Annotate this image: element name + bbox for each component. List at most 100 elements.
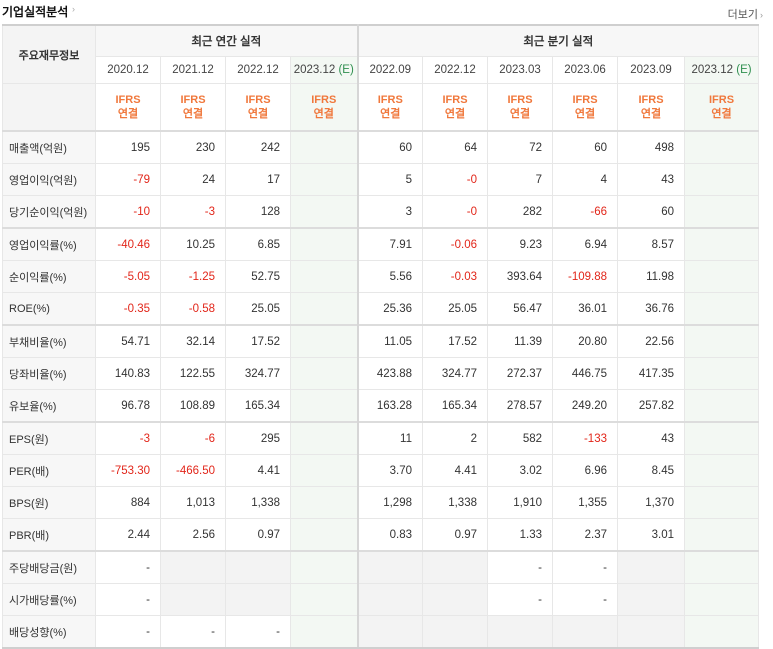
value-cell: 282 — [487, 195, 553, 229]
value-cell — [225, 550, 291, 584]
more-link-label[interactable]: 더보기 — [727, 9, 758, 21]
consolidated-label: 연결 — [509, 108, 531, 120]
period-date: 2023.09 — [630, 64, 672, 76]
ifrs-badge: IFRS 연결 — [356, 83, 423, 132]
value-cell: 295 — [225, 421, 291, 455]
row-label: 시가배당률(%) — [2, 583, 96, 616]
value-cell — [290, 389, 358, 423]
value-cell — [160, 583, 226, 616]
value-cell: 60 — [552, 130, 618, 164]
value-cell: -109.88 — [552, 260, 618, 293]
value-cell — [290, 292, 358, 326]
more-link[interactable]: 더보기 › — [728, 6, 763, 22]
value-cell: 2.56 — [160, 518, 226, 552]
value-cell: 4.41 — [422, 454, 488, 487]
section-title: 기업실적분석 — [2, 5, 69, 19]
chevron-right-icon: › — [760, 10, 763, 20]
ifrs-label: IFRS — [245, 94, 271, 106]
row-label: 유보율(%) — [2, 389, 96, 423]
consolidated-label: 연결 — [247, 108, 269, 120]
row-label: 영업이익(억원) — [2, 163, 96, 196]
value-cell: -6 — [160, 421, 226, 455]
value-cell — [683, 615, 760, 649]
value-cell: 2 — [422, 421, 488, 455]
row-label: ROE(%) — [2, 292, 96, 326]
ifrs-badge: IFRS 연결 — [683, 83, 760, 132]
period-header: 2023.12 (E) — [683, 56, 760, 84]
value-cell: 6.94 — [552, 227, 618, 261]
value-cell: 272.37 — [487, 357, 553, 390]
value-cell: 22.56 — [617, 324, 685, 358]
value-cell — [422, 550, 488, 584]
row-label: 당좌비율(%) — [2, 357, 96, 390]
value-cell: 3.70 — [356, 454, 423, 487]
value-cell: 36.01 — [552, 292, 618, 326]
value-cell: 1,370 — [617, 486, 685, 519]
ifrs-badge: IFRS 연결 — [552, 83, 618, 132]
value-cell: 11.39 — [487, 324, 553, 358]
table-row: 매출액(억원) 195 230 242 60 64 72 60 498 — [2, 130, 760, 164]
value-cell: 242 — [225, 130, 291, 164]
value-cell — [683, 260, 760, 293]
period-date: 2023.03 — [499, 64, 541, 76]
value-cell: 32.14 — [160, 324, 226, 358]
value-cell — [225, 583, 291, 616]
value-cell: 5 — [356, 163, 423, 196]
period-date: 2023.06 — [564, 64, 606, 76]
period-header: 2023.12 (E) — [290, 56, 358, 84]
value-cell: 2.44 — [95, 518, 161, 552]
value-cell: 257.82 — [617, 389, 685, 423]
value-cell — [683, 357, 760, 390]
row-label: 매출액(억원) — [2, 130, 96, 164]
value-cell: 11.98 — [617, 260, 685, 293]
consolidated-label: 연결 — [444, 108, 466, 120]
value-cell: -1.25 — [160, 260, 226, 293]
value-cell: 128 — [225, 195, 291, 229]
table-row: 순이익률(%) -5.05 -1.25 52.75 5.56 -0.03 393.64 -10… — [2, 260, 760, 293]
value-cell: - — [160, 615, 226, 649]
value-cell — [290, 615, 358, 649]
table-row: 배당성향(%) - - - — [2, 615, 760, 649]
value-cell: 43 — [617, 163, 685, 196]
value-cell: 1,298 — [356, 486, 423, 519]
value-cell: 582 — [487, 421, 553, 455]
value-cell: -66 — [552, 195, 618, 229]
value-cell: 4 — [552, 163, 618, 196]
value-cell: 8.45 — [617, 454, 685, 487]
value-cell: 446.75 — [552, 357, 618, 390]
estimate-mark: (E) — [736, 64, 752, 76]
ifrs-label: IFRS — [572, 94, 598, 106]
ifrs-badge: IFRS 연결 — [160, 83, 226, 132]
table-row: 영업이익(억원) -79 24 17 5 -0 7 4 43 — [2, 163, 760, 196]
value-cell: - — [552, 583, 618, 616]
period-header: 2021.12 — [160, 56, 226, 84]
value-cell: 52.75 — [225, 260, 291, 293]
table-row: EPS(원) -3 -6 295 11 2 582 -133 43 — [2, 421, 760, 455]
period-header: 2022.09 — [356, 56, 423, 84]
row-label: 부채비율(%) — [2, 324, 96, 358]
value-cell: 393.64 — [487, 260, 553, 293]
value-cell: 140.83 — [95, 357, 161, 390]
consolidated-label: 연결 — [380, 108, 401, 120]
value-cell: -753.30 — [95, 454, 161, 487]
consolidated-label: 연결 — [711, 108, 732, 120]
value-cell — [683, 324, 760, 358]
value-cell: - — [225, 615, 291, 649]
ifrs-badge: IFRS 연결 — [95, 83, 161, 132]
row-header-label: 주요재무정보 — [2, 24, 96, 84]
value-cell: 1.33 — [487, 518, 553, 552]
value-cell: 1,338 — [422, 486, 488, 519]
value-cell — [683, 195, 760, 229]
consolidated-label: 연결 — [313, 108, 334, 120]
period-date: 2023.12 — [691, 64, 734, 76]
ifrs-label: IFRS — [377, 94, 403, 106]
value-cell: 11.05 — [356, 324, 423, 358]
period-header: 2020.12 — [95, 56, 161, 84]
value-cell — [617, 550, 685, 584]
value-cell — [160, 550, 226, 584]
value-cell — [290, 454, 358, 487]
value-cell: 3.02 — [487, 454, 553, 487]
table-row: 유보율(%) 96.78 108.89 165.34 163.28 165.34 278.5… — [2, 389, 760, 423]
table-row: 주당배당금(원) - - - — [2, 550, 760, 584]
ifrs-badge: IFRS 연결 — [225, 83, 291, 132]
